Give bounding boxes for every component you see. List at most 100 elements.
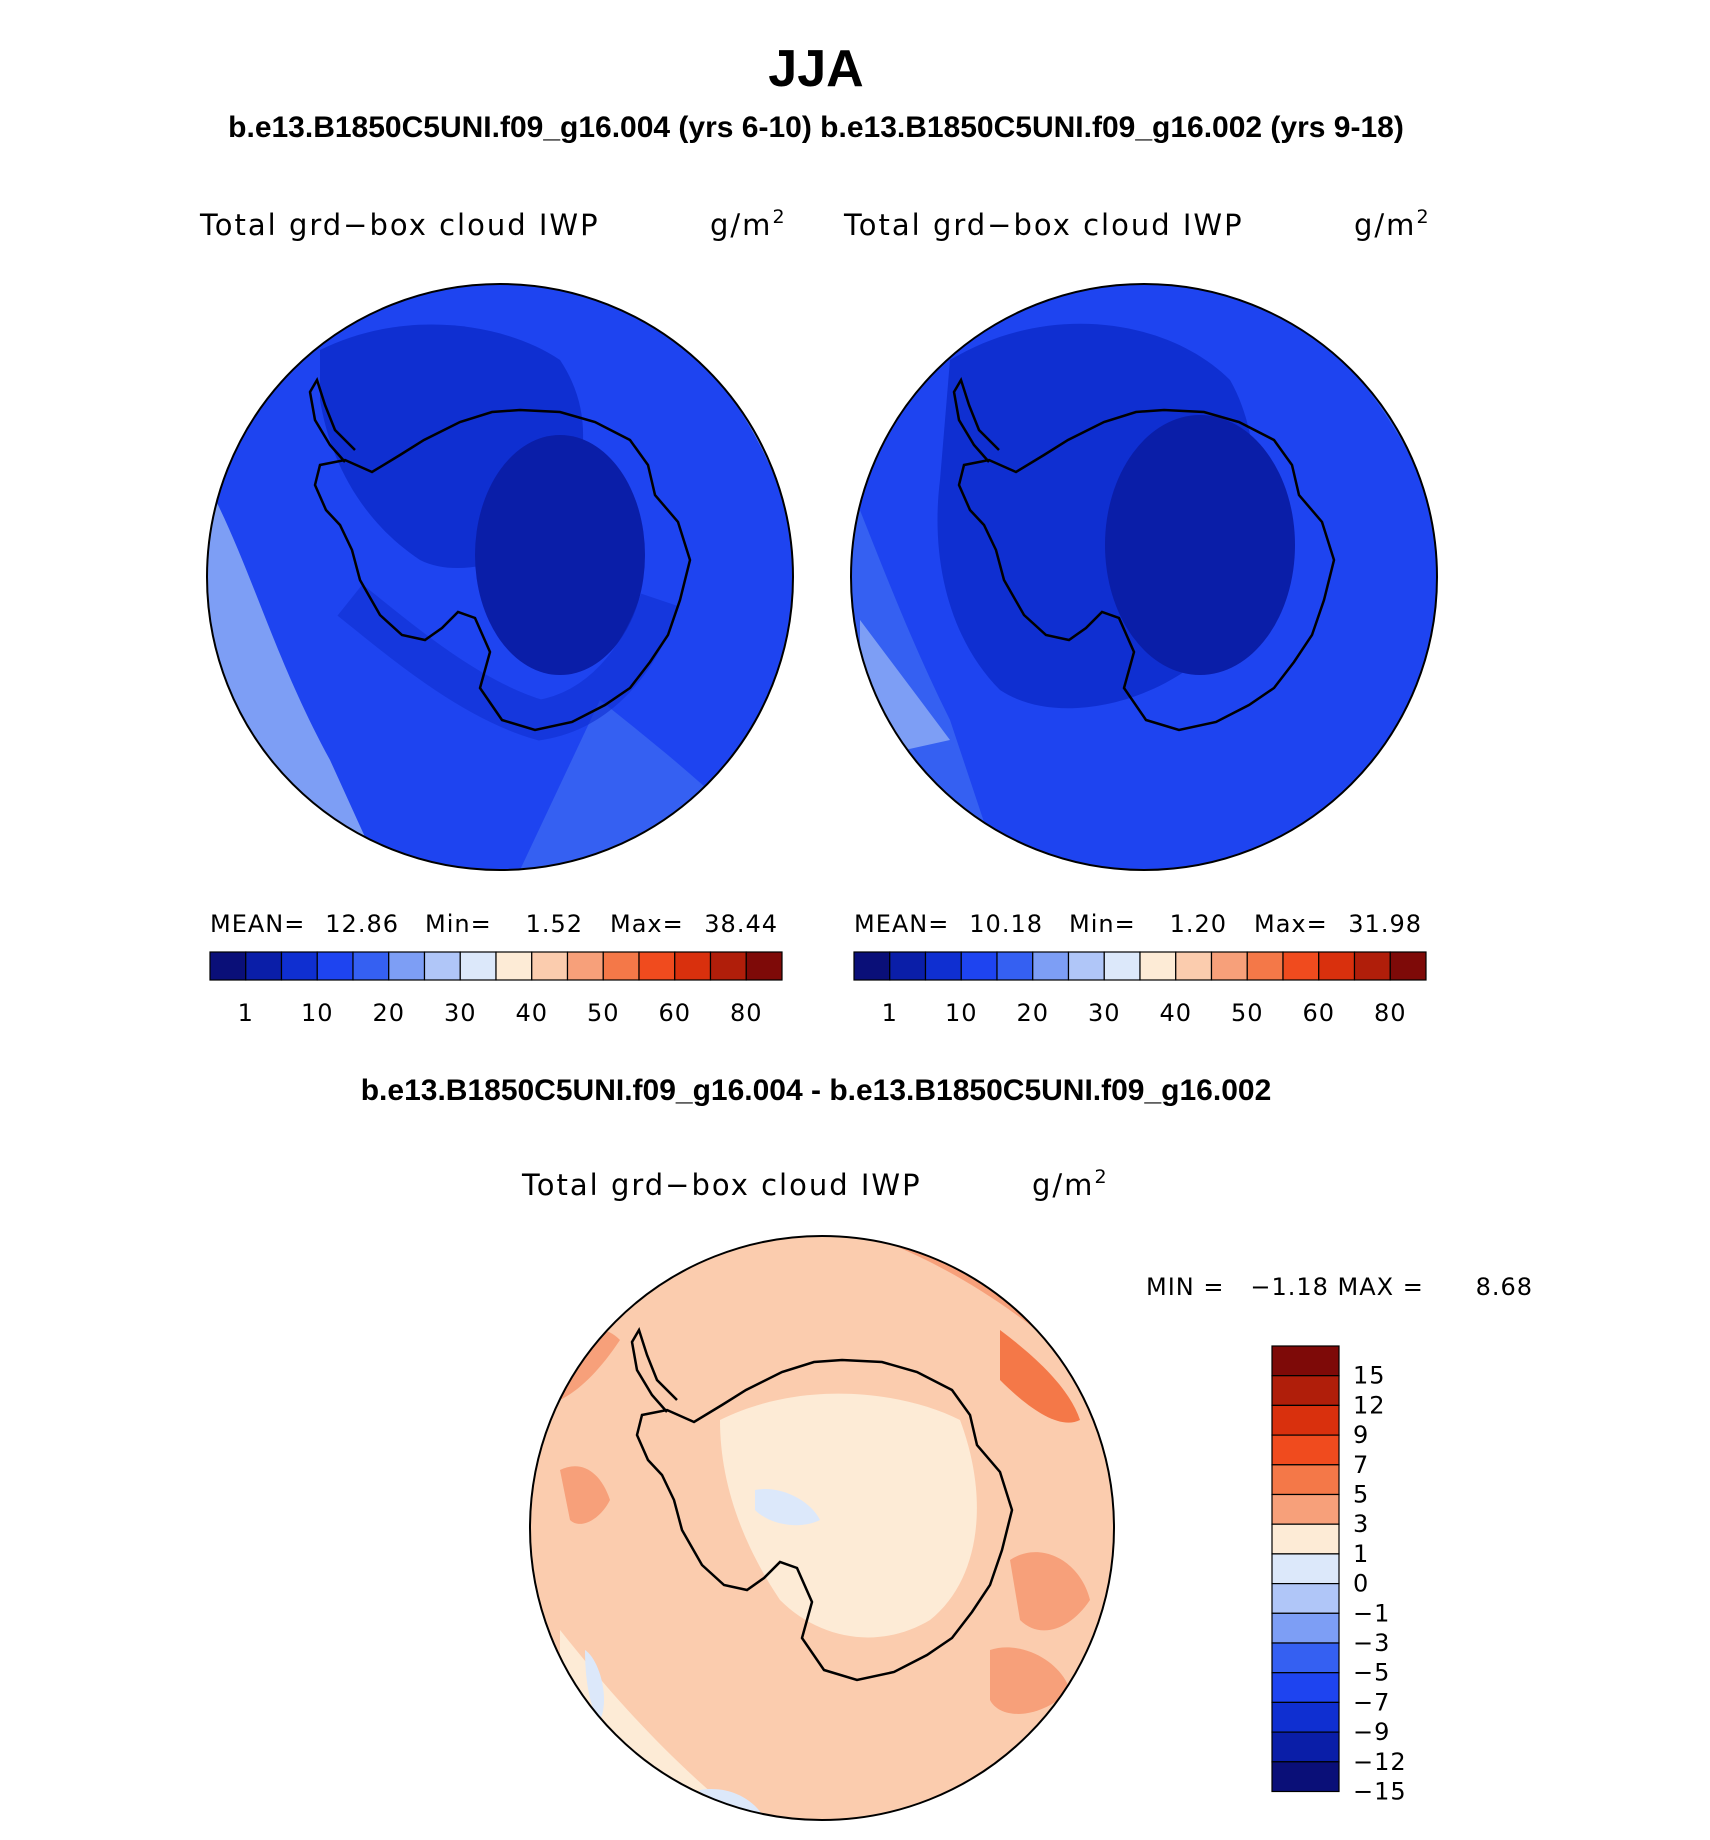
panel-a-colorbar-tick-label: 60 <box>658 999 691 1027</box>
panel-a-max-label: Max= <box>610 910 684 938</box>
panel-a-colorbar-swatch <box>352 951 390 981</box>
diff-colorbar-tick-label: 15 <box>1353 1362 1386 1390</box>
panel-b-variable-label: Total grd−box cloud IWP <box>843 208 1244 242</box>
diff-colorbar-swatch <box>1271 1404 1340 1436</box>
diff-min-max: MIN = −1.18 MAX = 8.68 <box>1146 1273 1533 1301</box>
panel-b-stats: MEAN= 10.18 Min= 1.20 Max= 31.98 <box>854 910 1422 938</box>
diff-colorbar-tick-label: 9 <box>1353 1421 1369 1449</box>
panel-a-map <box>206 283 794 871</box>
panel-a-colorbar-tick-label: 1 <box>238 999 254 1027</box>
panel-b-colorbar-swatch <box>1210 951 1248 981</box>
panel-a-colorbar-swatch <box>674 951 712 981</box>
panel-b-colorbar-swatch <box>924 951 962 981</box>
panel-b-colorbar-swatch <box>1389 951 1427 981</box>
panel-a-colorbar-swatch <box>495 951 533 981</box>
diff-colorbar-swatch <box>1271 1523 1340 1555</box>
panel-a-mean-label: MEAN= <box>210 910 305 938</box>
panel-a-min-label: Min= <box>425 910 492 938</box>
diff-colorbar-swatch <box>1271 1701 1340 1733</box>
panel-b-colorbar-tick-label: 50 <box>1231 999 1264 1027</box>
diff-colorbar-swatch <box>1271 1345 1340 1377</box>
panel-b-max-label: Max= <box>1254 910 1328 938</box>
diff-colorbar-tick-label: −9 <box>1353 1718 1390 1746</box>
panel-a-colorbar-swatch <box>388 951 426 981</box>
panel-b-units: g/m2 <box>1354 206 1431 242</box>
diff-map <box>529 1235 1115 1821</box>
panel-a-min-value: 1.52 <box>526 910 583 938</box>
panel-a-colorbar-swatch <box>423 951 461 981</box>
panel-b-colorbar-swatch <box>1032 951 1070 981</box>
panel-a-colorbar-tick-label: 30 <box>444 999 477 1027</box>
diff-variable-label: Total grd−box cloud IWP <box>521 1168 922 1202</box>
panel-b-mean-label: MEAN= <box>854 910 949 938</box>
diff-colorbar-tick-label: −12 <box>1353 1748 1407 1776</box>
panel-a-mean-value: 12.86 <box>325 910 399 938</box>
diff-colorbar-tick-label: −1 <box>1353 1599 1390 1627</box>
difference-title: b.e13.B1850C5UNI.f09_g16.004 - b.e13.B18… <box>361 1074 1272 1107</box>
panel-a-colorbar-swatch <box>245 951 283 981</box>
panel-b-colorbar-swatch <box>1139 951 1177 981</box>
panel-b-colorbar-swatch <box>1175 951 1213 981</box>
panel-b-min-value: 1.20 <box>1170 910 1227 938</box>
panel-b-colorbar: 1 10 20 30 40 50 60 80 <box>853 951 1427 1027</box>
panel-a-colorbar-tick-label: 20 <box>372 999 405 1027</box>
diff-colorbar-swatch <box>1271 1642 1340 1674</box>
diff-colorbar-tick-label: 12 <box>1353 1391 1386 1419</box>
panel-b-colorbar-swatch <box>1103 951 1141 981</box>
panel-a-colorbar-swatch <box>566 951 604 981</box>
diff-colorbar-tick-label: −7 <box>1353 1688 1390 1716</box>
panel-a-max-value: 38.44 <box>704 910 778 938</box>
diff-colorbar-tick-label: 5 <box>1353 1481 1369 1509</box>
panel-b-colorbar-tick-label: 20 <box>1016 999 1049 1027</box>
panel-a-stats: MEAN= 12.86 Min= 1.52 Max= 38.44 <box>210 910 778 938</box>
diff-colorbar-tick-label: 3 <box>1353 1510 1369 1538</box>
panel-b-colorbar-tick-label: 40 <box>1159 999 1192 1027</box>
panel-b-colorbar-tick-label: 60 <box>1302 999 1335 1027</box>
diff-colorbar-swatch <box>1271 1582 1340 1614</box>
panel-b-max-value: 31.98 <box>1348 910 1422 938</box>
panel-a-colorbar-swatch <box>459 951 497 981</box>
panel-a-colorbar-swatch <box>316 951 354 981</box>
panel-b-colorbar-swatch <box>960 951 998 981</box>
panel-b-colorbar-swatch <box>853 951 891 981</box>
panel-a-colorbar-tick-label: 40 <box>515 999 548 1027</box>
panel-b-colorbar-tick-label: 80 <box>1374 999 1407 1027</box>
panel-a-colorbar-tick-label: 80 <box>730 999 763 1027</box>
diff-colorbar-swatch <box>1271 1612 1340 1644</box>
diff-colorbar-tick-label: −3 <box>1353 1629 1390 1657</box>
panel-a-colorbar-tick-label: 10 <box>301 999 334 1027</box>
panel-b-colorbar-swatch <box>889 951 927 981</box>
panel-a-colorbar-tick-label: 50 <box>587 999 620 1027</box>
diff-colorbar-tick-label: 7 <box>1353 1451 1369 1479</box>
panel-a-units: g/m2 <box>710 206 787 242</box>
panel-b-colorbar-swatch <box>1353 951 1391 981</box>
figure-title: JJA <box>768 40 863 98</box>
panel-a-colorbar-swatch <box>602 951 640 981</box>
panel-b-colorbar-swatch <box>1318 951 1356 981</box>
panel-b-min-label: Min= <box>1069 910 1136 938</box>
panel-a-colorbar: 1 10 20 30 40 50 60 80 <box>209 951 783 1027</box>
diff-colorbar-swatch <box>1271 1434 1340 1466</box>
diff-colorbar-tick-label: −5 <box>1353 1659 1390 1687</box>
panel-a-colorbar-swatch <box>280 951 318 981</box>
panel-a-colorbar-swatch <box>745 951 783 981</box>
panel-a-variable-label: Total grd−box cloud IWP <box>199 208 600 242</box>
diff-colorbar-swatch <box>1271 1464 1340 1496</box>
diff-units: g/m2 <box>1032 1166 1109 1202</box>
panel-b-colorbar-swatch <box>1067 951 1105 981</box>
diff-colorbar-swatch <box>1271 1672 1340 1703</box>
case-labels: b.e13.B1850C5UNI.f09_g16.004 (yrs 6-10) … <box>228 111 1404 144</box>
diff-colorbar-tick-label: 0 <box>1353 1570 1369 1598</box>
panel-a-colorbar-swatch <box>531 951 569 981</box>
panel-b-colorbar-swatch <box>1246 951 1284 981</box>
diff-colorbar-swatch <box>1271 1553 1340 1585</box>
panel-b-colorbar-tick-label: 1 <box>882 999 898 1027</box>
panel-a-colorbar-swatch <box>709 951 747 981</box>
panel-b-colorbar-tick-label: 30 <box>1088 999 1121 1027</box>
panel-a-colorbar-swatch <box>209 951 247 981</box>
diff-colorbar-swatch <box>1271 1375 1340 1406</box>
diff-colorbar-tick-label: 1 <box>1353 1540 1369 1568</box>
panel-b-colorbar-swatch <box>1282 951 1320 981</box>
